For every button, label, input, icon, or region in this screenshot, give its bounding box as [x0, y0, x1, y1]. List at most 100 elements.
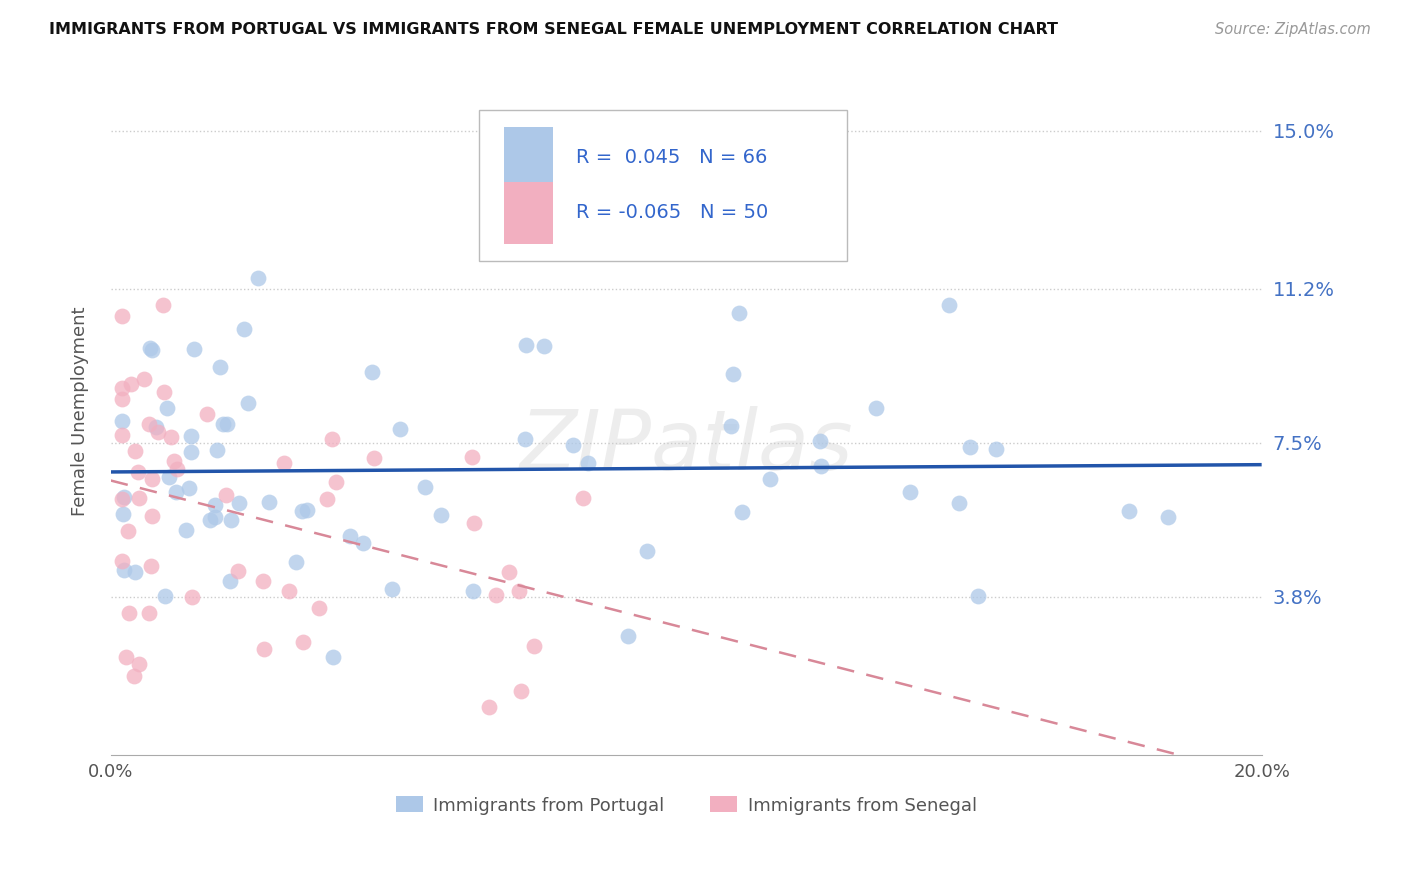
Point: [152, 298, 174, 312]
Point: [291, 503, 314, 517]
Point: [208, 359, 231, 374]
Point: [430, 508, 453, 522]
Point: [381, 582, 404, 596]
Point: [257, 494, 280, 508]
Text: IMMIGRANTS FROM PORTUGAL VS IMMIGRANTS FROM SENEGAL FEMALE UNEMPLOYMENT CORRELAT: IMMIGRANTS FROM PORTUGAL VS IMMIGRANTS F…: [49, 22, 1059, 37]
Point: [321, 432, 343, 446]
Point: [111, 428, 134, 442]
Point: [721, 367, 744, 381]
Point: [124, 444, 146, 458]
Point: [180, 445, 202, 459]
Point: [561, 438, 583, 452]
Point: [111, 310, 134, 324]
Point: [236, 396, 259, 410]
Point: [246, 270, 269, 285]
Point: [153, 590, 176, 604]
Point: [127, 465, 149, 479]
Point: [353, 536, 375, 550]
Point: [461, 450, 484, 464]
Point: [138, 606, 160, 620]
Point: [112, 563, 135, 577]
Point: [117, 524, 139, 539]
Point: [463, 516, 485, 530]
Text: R =  0.045   N = 66: R = 0.045 N = 66: [575, 148, 768, 167]
Point: [180, 429, 202, 443]
Point: [120, 376, 142, 391]
Point: [124, 566, 146, 580]
Point: [731, 505, 754, 519]
Point: [145, 420, 167, 434]
Point: [111, 414, 134, 428]
Point: [277, 584, 299, 599]
Point: [485, 588, 508, 602]
Point: [138, 417, 160, 432]
Text: ZIPatlas: ZIPatlas: [519, 406, 853, 486]
Point: [111, 554, 134, 568]
Point: [316, 491, 339, 506]
Point: [204, 510, 226, 524]
Point: [204, 498, 226, 512]
Point: [163, 454, 186, 468]
Point: [141, 343, 163, 357]
Y-axis label: Female Unemployment: Female Unemployment: [72, 307, 89, 516]
Point: [128, 491, 150, 505]
Point: [181, 590, 204, 604]
Point: [308, 601, 330, 615]
FancyBboxPatch shape: [479, 110, 848, 260]
Point: [205, 442, 228, 457]
Point: [114, 490, 136, 504]
Point: [179, 481, 201, 495]
Point: [284, 556, 307, 570]
Point: [865, 401, 887, 416]
Point: [617, 629, 640, 643]
Point: [572, 491, 595, 505]
Point: [195, 407, 218, 421]
Point: [115, 649, 138, 664]
Point: [111, 392, 134, 407]
Point: [155, 401, 177, 415]
Point: [576, 456, 599, 470]
Point: [984, 442, 1007, 456]
Point: [111, 491, 134, 506]
FancyBboxPatch shape: [505, 127, 553, 188]
Point: [141, 508, 163, 523]
Text: Source: ZipAtlas.com: Source: ZipAtlas.com: [1215, 22, 1371, 37]
Point: [160, 430, 183, 444]
Point: [211, 417, 233, 431]
FancyBboxPatch shape: [505, 182, 553, 244]
Point: [219, 574, 242, 589]
Point: [200, 512, 222, 526]
Point: [215, 488, 238, 502]
Point: [498, 565, 520, 579]
Point: [510, 683, 533, 698]
Point: [273, 456, 295, 470]
Point: [478, 700, 501, 714]
Point: [413, 479, 436, 493]
Point: [388, 421, 411, 435]
Point: [152, 385, 174, 400]
Point: [233, 322, 256, 336]
Point: [146, 425, 169, 439]
Point: [322, 649, 344, 664]
Point: [111, 380, 134, 394]
Point: [363, 450, 385, 465]
Point: [291, 635, 314, 649]
Point: [166, 462, 188, 476]
Point: [720, 419, 742, 434]
Point: [219, 513, 242, 527]
Point: [948, 496, 970, 510]
Point: [513, 432, 536, 446]
Point: [810, 459, 832, 474]
Point: [808, 434, 831, 448]
Point: [959, 440, 981, 454]
Point: [128, 657, 150, 672]
Point: [461, 584, 484, 599]
Point: [118, 606, 141, 620]
Point: [967, 589, 990, 603]
Point: [325, 475, 347, 489]
Point: [139, 558, 162, 573]
Point: [141, 472, 163, 486]
Point: [523, 639, 546, 653]
Point: [165, 484, 187, 499]
Text: R = -0.065   N = 50: R = -0.065 N = 50: [575, 203, 768, 222]
